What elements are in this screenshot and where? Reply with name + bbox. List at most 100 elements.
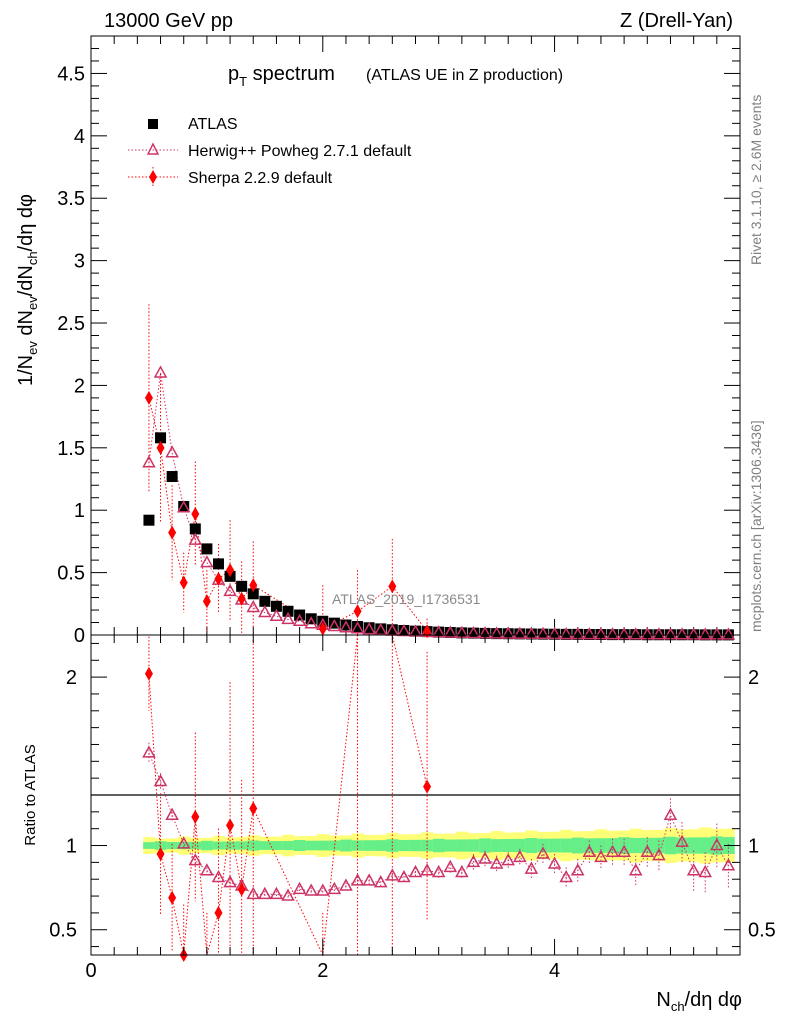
ratio-sherpa-point bbox=[191, 809, 200, 824]
ratio-herwig-point bbox=[281, 888, 295, 901]
ratio-band-inner bbox=[398, 839, 411, 852]
ratio-herwig-point bbox=[478, 851, 492, 864]
chart-title: pT spectrum bbox=[228, 63, 335, 89]
herwig-point bbox=[258, 604, 272, 618]
ratio-sherpa-point bbox=[156, 846, 165, 861]
ratio-herwig-point bbox=[304, 883, 318, 896]
ratio-herwig-point bbox=[594, 849, 608, 863]
ratio-band-inner bbox=[687, 837, 700, 854]
mcplots-label: mcplots.cern.ch [arXiv:1306.3436] bbox=[748, 420, 764, 632]
sherpa-point bbox=[202, 594, 211, 609]
ratio-band-inner bbox=[259, 841, 272, 850]
ratio-band-inner bbox=[537, 838, 550, 853]
ratio-band-inner bbox=[282, 840, 295, 851]
sherpa-point bbox=[156, 440, 165, 455]
sherpa-point bbox=[168, 525, 177, 540]
legend-sherpa-label: Sherpa 2.2.9 default bbox=[188, 170, 333, 187]
ratio-herwig-point bbox=[652, 848, 666, 861]
ratio-herwig-point bbox=[605, 844, 620, 858]
ratio-xtick-label: 2 bbox=[317, 960, 328, 982]
herwig-point bbox=[176, 500, 191, 513]
ratio-herwig-point bbox=[582, 844, 597, 858]
ratio-xtick-label: 0 bbox=[85, 960, 96, 982]
sherpa-point bbox=[179, 575, 188, 590]
ratio-herwig-point bbox=[385, 868, 400, 881]
ratio-sherpa-point bbox=[237, 882, 246, 897]
herwig-point bbox=[188, 532, 203, 545]
ratio-band-inner bbox=[212, 841, 225, 850]
ratio-herwig-point bbox=[165, 807, 179, 820]
header-left: 13000 GeV pp bbox=[104, 10, 233, 32]
atlas-point bbox=[363, 622, 375, 634]
legend-sherpa-marker bbox=[149, 170, 157, 184]
ratio-sherpa-point bbox=[423, 779, 432, 794]
ratio-herwig-point bbox=[362, 873, 376, 886]
atlas-point bbox=[375, 623, 387, 635]
ratio-band-inner bbox=[664, 836, 677, 855]
ratio-herwig-point bbox=[200, 863, 214, 876]
ratio-ytick-label: 2 bbox=[66, 667, 77, 689]
ratio-band-inner bbox=[479, 838, 492, 853]
ratio-herwig-point bbox=[292, 881, 307, 895]
herwig-point bbox=[246, 599, 261, 613]
ratio-herwig-point bbox=[547, 856, 562, 869]
herwig-point bbox=[628, 627, 643, 640]
ratio-band-inner bbox=[177, 841, 191, 850]
main-ytick-label: 4 bbox=[74, 126, 85, 148]
ratio-herwig-point bbox=[501, 853, 515, 866]
atlas-point bbox=[166, 471, 178, 483]
ratio-herwig-point bbox=[536, 846, 550, 859]
sherpa-point bbox=[144, 390, 153, 405]
ratio-band-inner bbox=[432, 838, 445, 853]
ratio-herwig-point bbox=[617, 844, 631, 858]
ratio-x-axis: 0 2 4 bbox=[85, 635, 741, 982]
ratio-band-inner bbox=[224, 841, 237, 850]
sherpa-point bbox=[237, 591, 246, 606]
atlas-point bbox=[317, 615, 329, 627]
atlas-point bbox=[398, 625, 410, 637]
ratio-band-inner bbox=[502, 839, 515, 853]
ratio-herwig-point bbox=[466, 854, 481, 868]
ratio-herwig-point bbox=[443, 859, 458, 873]
ratio-herwig-line bbox=[148, 752, 729, 897]
ratio-herwig-point bbox=[153, 773, 168, 787]
ratio-band-inner bbox=[328, 840, 341, 851]
atlas-point bbox=[467, 627, 479, 639]
atlas-point bbox=[270, 600, 282, 612]
herwig-point bbox=[466, 625, 481, 639]
atlas-point bbox=[282, 605, 294, 617]
atlas-point bbox=[352, 621, 364, 633]
atlas-point bbox=[340, 619, 352, 631]
atlas-point bbox=[212, 558, 224, 570]
main-ytick-label: 3 bbox=[74, 251, 85, 273]
ratio-herwig-point bbox=[640, 844, 655, 858]
atlas-point bbox=[201, 543, 213, 555]
sherpa-point bbox=[388, 579, 397, 594]
herwig-point bbox=[373, 622, 388, 636]
herwig-point bbox=[327, 618, 342, 632]
atlas-point bbox=[236, 580, 248, 592]
atlas-point bbox=[537, 628, 549, 640]
ratio-herwig-point bbox=[675, 834, 689, 847]
ratio-herwig-point bbox=[223, 875, 237, 888]
ratio-band-inner bbox=[363, 840, 376, 851]
herwig-point bbox=[200, 555, 214, 568]
ratio-band-inner bbox=[166, 841, 179, 850]
herwig-point bbox=[269, 608, 284, 622]
herwig-point bbox=[350, 621, 365, 634]
sherpa-point bbox=[318, 621, 327, 636]
ratio-band-inner bbox=[247, 840, 260, 851]
ratio-band-inner bbox=[444, 839, 457, 852]
ratio-ytick-label-right: 0.5 bbox=[748, 920, 776, 942]
main-series bbox=[142, 304, 736, 641]
atlas-point bbox=[479, 627, 491, 639]
atlas-point bbox=[189, 523, 201, 535]
ratio-band-inner bbox=[316, 840, 330, 851]
ratio-sherpa-point bbox=[226, 818, 235, 833]
ratio-herwig-point bbox=[663, 807, 678, 820]
herwig-point bbox=[443, 625, 458, 638]
herwig-point bbox=[142, 455, 156, 468]
ratio-sherpa-point bbox=[144, 666, 153, 681]
herwig-point bbox=[281, 611, 295, 625]
